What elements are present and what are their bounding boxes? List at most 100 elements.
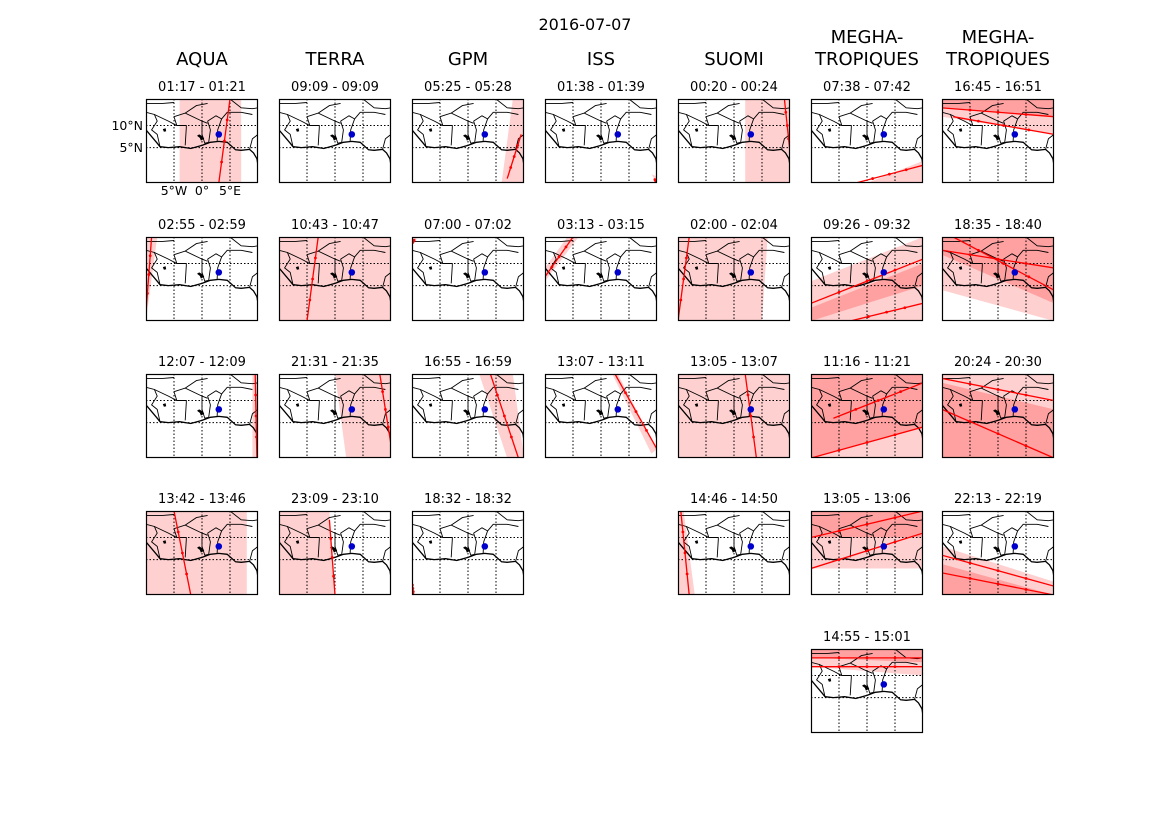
country-border: [819, 389, 852, 421]
track-tick: [564, 245, 568, 249]
site-marker: [481, 406, 489, 413]
country-border: [1045, 134, 1054, 150]
track-tick: [968, 108, 972, 112]
track-tick: [503, 414, 506, 418]
country-border: [306, 112, 341, 126]
overpass-map: [544, 236, 658, 322]
overpass-map: [941, 373, 1055, 459]
country-border: [545, 102, 574, 104]
lake-volta: [993, 409, 1001, 416]
country-border: [473, 532, 477, 555]
track-tick: [865, 665, 869, 669]
country-border: [207, 532, 211, 555]
country-border: [487, 111, 519, 120]
page-title: 2016-07-07: [538, 15, 632, 34]
country-border: [969, 524, 1004, 538]
track-tick: [681, 530, 685, 534]
track-tick: [968, 577, 972, 580]
coastline: [811, 541, 923, 578]
country-border: [572, 387, 607, 401]
track-tick: [1024, 113, 1028, 116]
coastline: [678, 267, 790, 304]
overpass-map: [145, 236, 259, 322]
pass-time-label: 18:32 - 18:32: [424, 492, 512, 507]
overpass-map: [544, 98, 658, 184]
country-border: [716, 240, 740, 252]
coastline: [412, 129, 524, 166]
swath-area: [867, 160, 923, 183]
overpass-map: [411, 510, 525, 596]
lake-volta: [197, 272, 205, 279]
country-border: [1017, 249, 1049, 258]
country-border: [412, 514, 441, 516]
site-marker: [880, 543, 888, 550]
country-border: [733, 533, 741, 556]
country-border: [942, 523, 957, 559]
site-marker: [481, 269, 489, 276]
panel-frame: [145, 373, 259, 459]
country-border: [950, 389, 983, 421]
track-tick: [837, 448, 841, 452]
panel-frame: [145, 236, 259, 322]
lake-volta: [596, 134, 604, 141]
panel-frame: [278, 236, 392, 322]
lake-shape: [428, 266, 433, 270]
country-border: [221, 523, 253, 532]
country-border: [553, 252, 586, 284]
lake-shape: [958, 540, 963, 544]
pass-time-label: 21:31 - 21:35: [291, 355, 379, 370]
column-header: MEGHA- TROPIQUES: [946, 27, 1050, 70]
country-border: [819, 252, 852, 284]
country-border: [811, 661, 826, 697]
lake-shape: [162, 128, 167, 132]
pass-time-label: 09:26 - 09:32: [823, 218, 911, 233]
country-border: [334, 121, 342, 144]
country-border: [849, 652, 873, 664]
panel-frame: [278, 373, 392, 459]
country-border: [849, 240, 873, 252]
country-border: [628, 237, 657, 248]
pass-time-label: 07:00 - 07:02: [424, 218, 512, 233]
coastline: [146, 267, 258, 304]
overpass-map: [411, 373, 525, 459]
country-border: [545, 249, 560, 285]
lake-volta: [729, 409, 737, 416]
country-border: [942, 249, 957, 285]
country-border: [317, 514, 341, 526]
country-border: [1045, 272, 1054, 288]
country-border: [154, 526, 187, 558]
site-marker: [481, 543, 489, 550]
country-border: [849, 377, 873, 389]
swath-overlap: [811, 263, 923, 321]
track-tick: [225, 118, 229, 122]
site-marker: [348, 131, 356, 138]
country-border: [1003, 258, 1007, 281]
country-border: [600, 396, 608, 419]
country-border: [872, 258, 876, 281]
country-border: [914, 272, 923, 288]
pass-time-label: 13:05 - 13:06: [823, 492, 911, 507]
overpass-map: [278, 510, 392, 596]
country-border: [467, 121, 475, 144]
coastline: [146, 404, 258, 441]
country-border: [678, 523, 693, 559]
pass-time-label: 16:55 - 16:59: [424, 355, 512, 370]
country-border: [886, 661, 918, 670]
track-tick: [384, 407, 387, 411]
panel-frame: [544, 373, 658, 459]
panel-frame: [677, 98, 791, 184]
country-border: [146, 377, 175, 379]
country-border: [811, 240, 840, 242]
lon-label: 0°: [194, 183, 210, 198]
country-border: [600, 121, 608, 144]
country-border: [620, 111, 652, 120]
track-tick: [893, 665, 897, 669]
country-border: [412, 377, 441, 379]
track-tick: [1024, 444, 1028, 448]
country-border: [1003, 395, 1007, 418]
track-tick: [329, 537, 333, 541]
country-border: [146, 523, 161, 559]
panel-frame: [810, 373, 924, 459]
country-border: [229, 237, 258, 248]
panel-frame: [810, 98, 924, 184]
